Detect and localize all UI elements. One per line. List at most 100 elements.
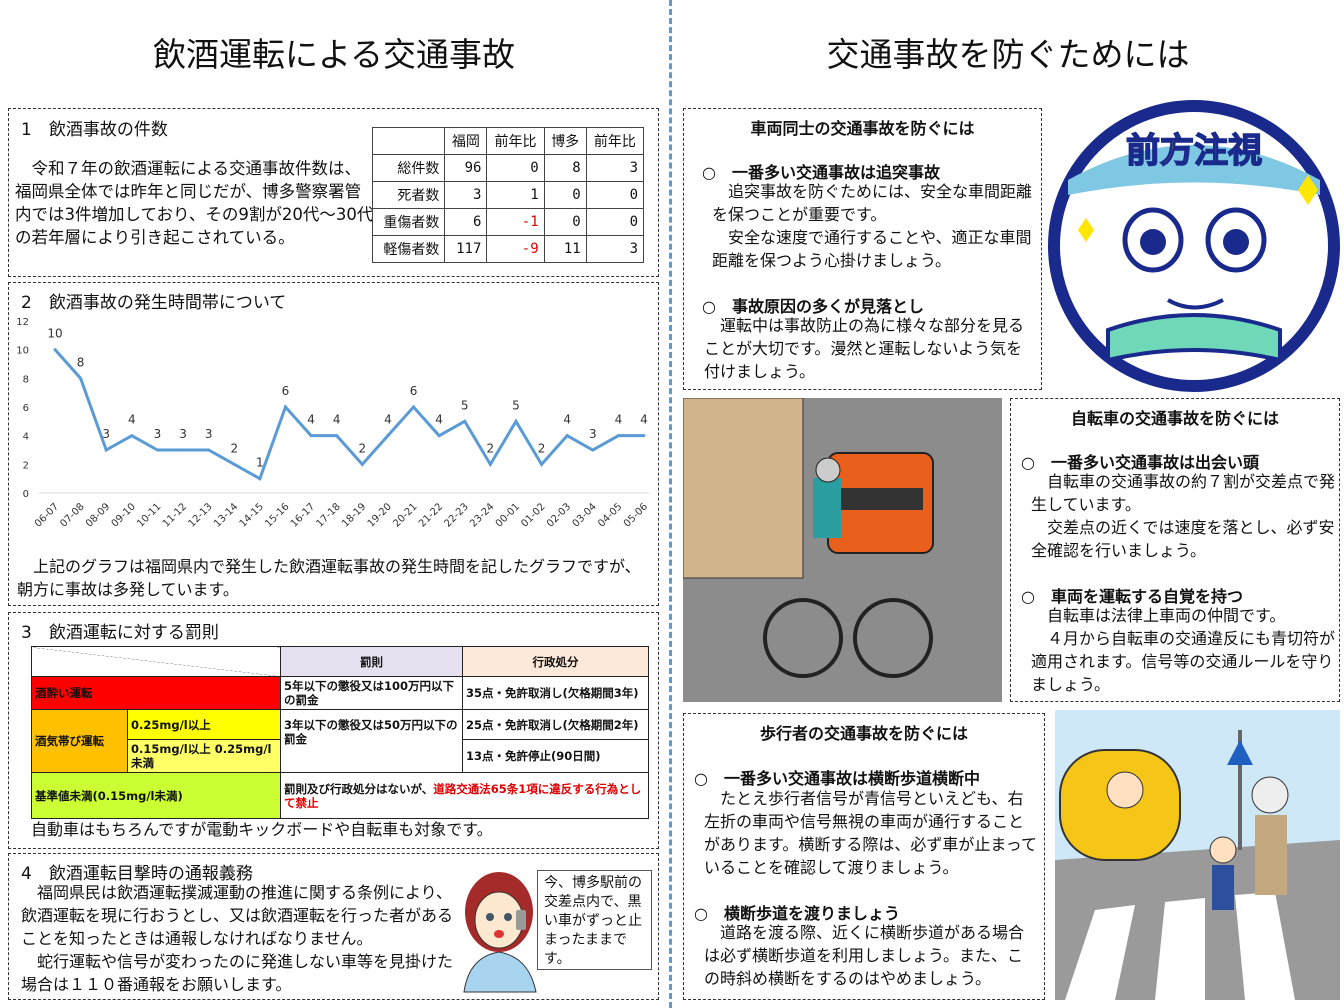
data-point [565,434,569,438]
table-cell: -9 [486,235,545,263]
section-4-body-2: 蛇行運転や信号が変わったのに発進しない車等を見掛けた場合は１１０番通報をお願いし… [21,952,454,994]
x-tick-label: 08-09 [84,501,112,529]
data-label: 4 [384,413,392,427]
right-title: 交通事故を防ぐためには [826,35,1190,74]
time-of-day-line-chart: 0246810121006-07807-08308-09409-10310-11… [16,317,650,530]
x-tick-label: 09-10 [110,501,138,529]
data-point [79,376,83,380]
row-label [371,127,446,155]
y-tick-label: 0 [23,489,29,500]
penalty-table: 罰則 行政処分 酒酔い運転 5年以下の懲役又は100万円以下の罰金 35点・免許… [30,646,649,819]
data-label: 10 [47,327,62,341]
x-tick-label: 22-23 [443,501,471,529]
x-tick-label: 10-11 [135,501,163,529]
dui-high-admin: 25点・免許取消し(欠格期間2年) [462,709,649,740]
section-4-body-1: 福岡県民は飲酒運転撲滅運動の推進に関する条例により、飲酒運転を現に行おうとし、又… [21,883,454,948]
row-label: 重傷者数 [371,208,446,236]
series-line [53,348,644,481]
data-point [463,419,467,423]
data-point [258,477,262,481]
y-tick-label: 10 [16,346,29,357]
x-tick-label: 14-15 [238,501,266,529]
row-label: 総件数 [371,154,446,182]
data-label: 8 [77,355,85,369]
vehicle-point-1: 追突事故を防ぐためには、安全な車間距離を保つことが重要です。 安全な速度で通行す… [712,182,1033,270]
x-tick-label: 20-21 [391,501,419,529]
data-point [130,434,134,438]
data-label: 6 [282,384,290,398]
pedestrian-point-1-title: ○ 一番多い交通事故は横断歩道横断中 [694,769,980,788]
dui-label: 酒気帯び運転 [31,709,128,773]
table-cell: 博多 [543,127,587,155]
data-point [514,419,518,423]
table-cell: 1 [486,181,545,209]
bicycle-point-1-title: ○ 一番多い交通事故は出会い頭 [1021,453,1259,472]
table-cell: 11 [543,235,587,263]
table-cell: 0 [543,181,587,209]
table-cell: 0 [543,208,587,236]
data-label: 4 [640,413,648,427]
table-cell: 6 [444,208,488,236]
x-tick-label: 21-22 [417,501,445,529]
data-point [181,448,185,452]
y-tick-label: 2 [23,460,29,471]
table-row: 軽傷者数 117 -9 11 3 [371,235,645,263]
data-point [309,434,313,438]
x-tick-label: 02-03 [545,501,573,529]
pedestrian-point-2: 道路を渡る際、近くに横断歩道がある場合は必ず横断歩道を利用しましょう。また、この… [704,923,1025,988]
data-point [360,462,364,466]
crosswalk-illustration [1055,710,1340,1000]
data-label: 3 [205,427,213,441]
row-label: 死者数 [371,181,446,209]
data-point [232,462,236,466]
admin-header: 行政処分 [462,646,649,677]
x-tick-label: 04-05 [596,501,624,529]
y-tick-label: 4 [23,432,29,443]
drunk-driving-label: 酒酔い運転 [30,676,282,710]
x-tick-label: 11-12 [161,501,189,529]
corner-cell [30,646,282,677]
x-tick-label: 17-18 [314,501,342,529]
vehicle-safety-box: 車両同士の交通事故を防ぐには ○ 一番多い交通事故は追突事故 追突事故を防ぐため… [683,108,1042,390]
x-tick-label: 06-07 [33,501,61,529]
table-cell: 3 [585,154,645,182]
x-tick-label: 01-02 [519,501,547,529]
section-4: 4 飲酒運転目撃時の通報義務 福岡県民は飲酒運転撲滅運動の推進に関する条例により… [8,853,659,1000]
speech-bubble: 今、博多駅前の交差点内で、黒い車がずっと止まったままです。 [537,870,652,970]
data-label: 3 [102,427,110,441]
data-point [155,448,159,452]
data-point [283,405,287,409]
dui-low-label: 0.15mg/l以上 0.25mg/l未満 [126,739,282,773]
section-1-heading: 1 飲酒事故の件数 [21,120,168,140]
section-4-heading: 4 飲酒運転目撃時の通報義務 [21,864,253,884]
pedestrian-heading: 歩行者の交通事故を防ぐには [759,724,968,743]
x-tick-label: 19-20 [366,501,394,529]
data-label: 4 [307,413,315,427]
pedestrian-point-1: たとえ歩行者信号が青信号といえども、右左折の車両や信号無視の車両が通行することが… [704,789,1037,877]
table-cell: 8 [543,154,587,182]
section-1-body: 令和７年の飲酒運転による交通事故件数は、福岡県全体では昨年と同じだが、博多警察署… [15,159,374,247]
bicycle-point-2-title: ○ 車両を運転する自覚を持つ [1021,587,1243,606]
data-label: 2 [538,441,546,455]
x-tick-label: 15-16 [263,501,291,529]
table-cell: 前年比 [585,127,645,155]
data-point [207,448,211,452]
table-cell: 0 [486,154,545,182]
data-label: 2 [358,441,366,455]
row-label: 軽傷者数 [371,235,446,263]
table-cell: 前年比 [486,127,545,155]
data-label: 3 [154,427,162,441]
drunk-admin: 35点・免許取消し(欠格期間3年) [462,676,649,710]
table-cell: 3 [585,235,645,263]
data-label: 6 [410,384,418,398]
data-point [104,448,108,452]
data-label: 4 [615,413,623,427]
data-point [591,448,595,452]
section-2-body: 上記のグラフは福岡県内で発生した飲酒運転事故の発生時間を記したグラフですが、朝方… [17,557,641,599]
y-tick-label: 8 [23,374,29,385]
data-label: 4 [563,413,571,427]
table-cell: 0 [585,181,645,209]
accident-stats-table: 福岡 前年比 博多 前年比 総件数 96 0 8 3 死者数 3 1 0 0 重傷者数 6 -1 0 0 軽傷者数 11… [371,127,645,263]
section-3-footer: 自動車はもちろんですが電動キックボードや自転車も対象です。 [31,820,493,839]
x-tick-label: 07-08 [58,501,86,529]
